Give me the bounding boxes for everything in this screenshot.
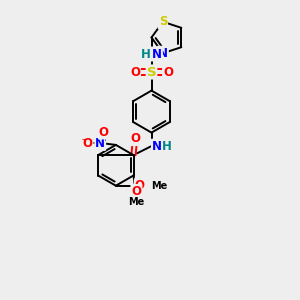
Text: Me: Me xyxy=(151,181,167,191)
Text: O: O xyxy=(131,185,142,198)
Text: H: H xyxy=(141,47,151,61)
Text: S: S xyxy=(147,65,156,79)
Text: H: H xyxy=(162,140,172,153)
Text: O: O xyxy=(163,65,173,79)
Text: N: N xyxy=(158,47,168,60)
Text: N: N xyxy=(152,140,162,153)
Text: N: N xyxy=(95,137,105,150)
Text: O: O xyxy=(130,132,140,145)
Text: S: S xyxy=(159,15,167,28)
Text: Me: Me xyxy=(128,197,145,207)
Text: O: O xyxy=(99,125,109,139)
Text: +: + xyxy=(101,134,108,143)
Text: N: N xyxy=(152,47,162,61)
Text: O: O xyxy=(130,65,140,79)
Text: -: - xyxy=(82,134,85,144)
Text: O: O xyxy=(82,137,93,150)
Text: O: O xyxy=(135,179,145,192)
